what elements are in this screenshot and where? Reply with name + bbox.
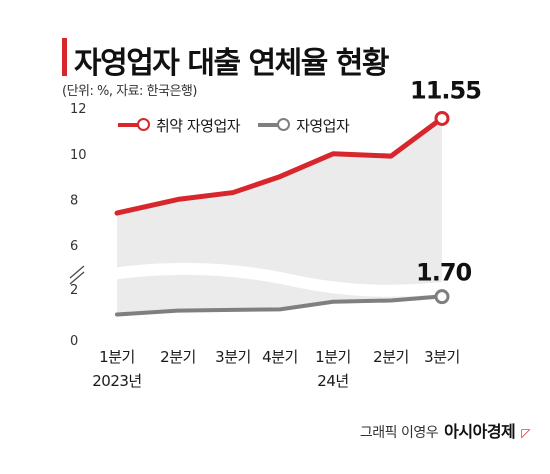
legend-item-self-employed: 자영업자 xyxy=(258,115,350,136)
x-axis-ticks: 1분기 2023년 2분기 3분기 4분기 1분기 24년 2분기 3분기 xyxy=(92,348,460,390)
credit-line: 그래픽 이영우 아시아경제 ◸ xyxy=(359,418,531,442)
y-tick-label: 6 xyxy=(70,239,78,254)
legend-item-vulnerable: 취약 자영업자 xyxy=(118,115,241,136)
title-accent-bar xyxy=(62,38,67,76)
y-tick-label: 0 xyxy=(70,334,78,349)
legend-swatch-red-icon xyxy=(118,118,150,132)
x-tick-label: 3분기 xyxy=(215,348,251,366)
y-axis-ticks: 0 2 6 8 10 12 xyxy=(70,102,87,349)
legend-label-vulnerable: 취약 자영업자 xyxy=(156,116,241,135)
end-labels: 11.55 1.70 xyxy=(410,76,482,287)
series-layer xyxy=(114,110,450,317)
series-end-marker xyxy=(434,289,450,305)
y-tick-label: 8 xyxy=(70,193,78,208)
x-tick-sublabel: 24년 xyxy=(317,372,348,390)
chart-title: 자영업자 대출 연체율 현황 xyxy=(74,46,389,81)
x-tick-label: 1분기 xyxy=(99,348,135,366)
y-tick-label: 2 xyxy=(70,283,78,298)
axis-break-line xyxy=(69,265,85,279)
credit-byline: 그래픽 이영우 xyxy=(359,425,439,441)
x-tick-label: 4분기 xyxy=(262,348,298,366)
y-tick-label: 12 xyxy=(70,102,87,117)
series-line xyxy=(115,294,441,317)
legend-label-self-employed: 자영업자 xyxy=(296,116,350,135)
unit-note: (단위: %, 자료: 한국은행) xyxy=(62,84,197,99)
x-tick-label: 1분기 xyxy=(315,348,351,366)
x-tick-sublabel: 2023년 xyxy=(92,372,141,390)
series-end-marker xyxy=(434,110,450,126)
legend: 취약 자영업자 자영업자 xyxy=(108,111,360,139)
end-value-label: 1.70 xyxy=(416,259,472,287)
credit-brand: 아시아경제 xyxy=(444,422,516,441)
axis-break-line xyxy=(69,271,85,285)
x-tick-label: 3분기 xyxy=(424,348,460,366)
brand-mark-icon: ◸ xyxy=(521,426,530,440)
axis-break-mark xyxy=(69,265,85,285)
series-line xyxy=(114,117,442,216)
x-tick-label: 2분기 xyxy=(160,348,196,366)
end-value-label: 11.55 xyxy=(410,76,481,104)
x-tick-label: 2분기 xyxy=(373,348,409,366)
legend-swatch-gray-icon xyxy=(258,118,291,132)
y-tick-label: 10 xyxy=(70,148,87,163)
axis-break-band xyxy=(100,262,460,297)
